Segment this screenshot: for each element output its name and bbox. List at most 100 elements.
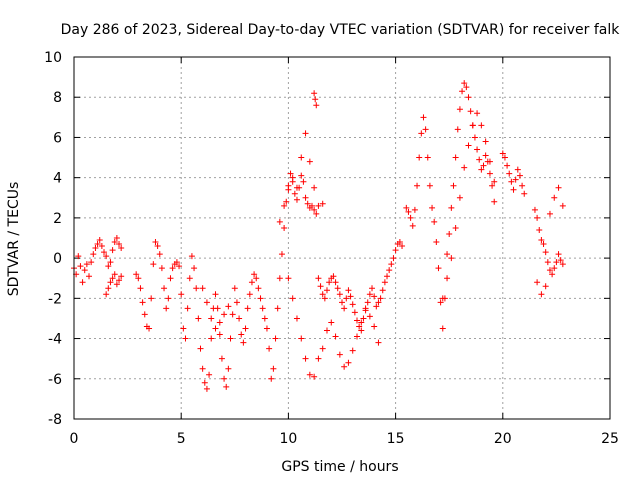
data-point — [173, 259, 180, 266]
data-point — [369, 285, 376, 292]
data-point — [276, 218, 283, 225]
data-point — [287, 170, 294, 177]
data-point — [193, 285, 200, 292]
data-point — [111, 239, 118, 246]
data-point — [384, 273, 391, 280]
chart-title: Day 286 of 2023, Sidereal Day-to-day VTE… — [61, 22, 621, 38]
data-point — [255, 285, 262, 292]
data-point — [354, 317, 361, 324]
data-point — [332, 279, 339, 286]
data-point — [146, 325, 153, 332]
data-point — [221, 375, 228, 382]
data-point — [420, 114, 427, 121]
data-point — [349, 301, 356, 308]
data-point — [480, 162, 487, 169]
data-point — [510, 186, 517, 193]
data-point — [448, 204, 455, 211]
data-point — [156, 251, 163, 258]
data-point — [323, 287, 330, 294]
data-point — [416, 154, 423, 161]
data-point — [465, 142, 472, 149]
data-point — [311, 184, 318, 191]
x-tick-label: 5 — [177, 431, 186, 447]
data-point — [426, 182, 433, 189]
data-point — [276, 275, 283, 282]
data-point — [302, 194, 309, 201]
data-point — [227, 335, 234, 342]
data-point — [90, 251, 97, 258]
data-point — [559, 261, 566, 268]
data-point — [246, 291, 253, 298]
data-point — [407, 214, 414, 221]
y-tick-label: -4 — [48, 332, 62, 348]
x-tick-label: 20 — [494, 431, 512, 447]
data-point — [433, 239, 440, 246]
data-point — [184, 305, 191, 312]
data-point — [216, 331, 223, 338]
data-point — [270, 365, 277, 372]
data-point — [225, 365, 232, 372]
data-point — [98, 243, 105, 250]
data-point — [461, 80, 468, 87]
data-point — [163, 305, 170, 312]
data-point — [107, 279, 114, 286]
data-point — [289, 174, 296, 181]
data-point — [231, 285, 238, 292]
data-point — [141, 311, 148, 318]
data-point — [366, 313, 373, 320]
data-point — [341, 363, 348, 370]
data-point — [158, 265, 165, 272]
data-points — [71, 80, 566, 392]
data-point — [281, 224, 288, 231]
data-point — [105, 285, 112, 292]
data-point — [536, 226, 543, 233]
data-point — [188, 253, 195, 260]
y-tick-label: -8 — [48, 412, 62, 428]
data-point — [351, 309, 358, 316]
data-point — [444, 275, 451, 282]
data-point — [180, 325, 187, 332]
data-point — [306, 371, 313, 378]
data-point — [109, 275, 116, 282]
data-point — [422, 126, 429, 133]
data-point — [77, 263, 84, 270]
data-point — [444, 251, 451, 258]
data-point — [298, 172, 305, 179]
y-tick-label: 8 — [53, 90, 62, 106]
data-point — [403, 204, 410, 211]
data-point — [298, 154, 305, 161]
data-point — [107, 259, 114, 266]
data-point — [486, 170, 493, 177]
data-point — [225, 303, 232, 310]
data-point — [268, 375, 275, 382]
axis-ticks: 0 5 10 15 20 25 -8 -6 -4 -2 0 2 4 6 8 10 — [44, 50, 619, 447]
data-point — [83, 261, 90, 268]
data-point — [474, 146, 481, 153]
data-point — [323, 327, 330, 334]
data-point — [315, 275, 322, 282]
data-point — [467, 108, 474, 115]
data-point — [414, 182, 421, 189]
data-point — [463, 84, 470, 91]
data-point — [199, 285, 206, 292]
data-point — [452, 154, 459, 161]
data-point — [150, 261, 157, 268]
data-point — [409, 222, 416, 229]
y-tick-label: -6 — [48, 372, 62, 388]
data-point — [103, 291, 110, 298]
data-point — [317, 283, 324, 290]
data-point — [169, 265, 176, 272]
data-point — [347, 293, 354, 300]
data-point — [283, 198, 290, 205]
data-point — [461, 164, 468, 171]
data-point — [161, 285, 168, 292]
data-point — [165, 295, 172, 302]
data-point — [501, 154, 508, 161]
data-point — [362, 305, 369, 312]
data-point — [259, 305, 266, 312]
data-point — [330, 273, 337, 280]
data-point — [137, 285, 144, 292]
data-point — [424, 154, 431, 161]
data-point — [281, 202, 288, 209]
data-point — [298, 335, 305, 342]
